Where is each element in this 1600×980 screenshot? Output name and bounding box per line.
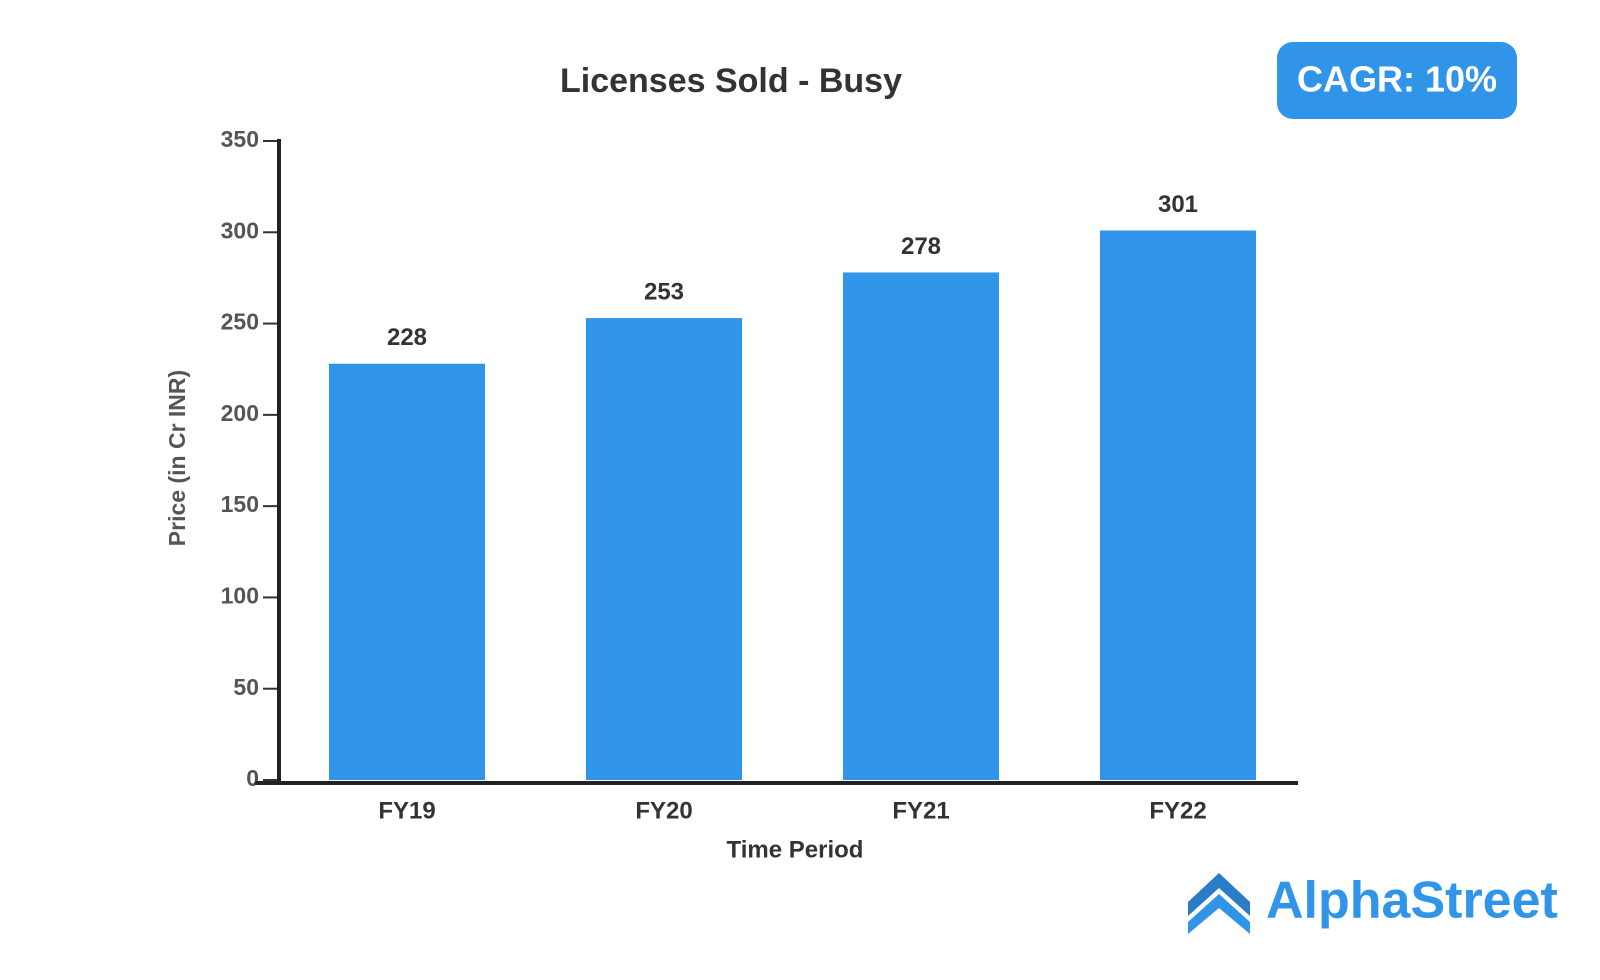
y-tick-label: 350	[221, 126, 259, 152]
logo: AlphaStreet	[1188, 872, 1558, 934]
y-tick-label: 100	[221, 583, 259, 609]
logo-icon	[1188, 873, 1250, 916]
chart-title: Licenses Sold - Busy	[560, 62, 902, 100]
y-tick-label: 0	[246, 765, 259, 791]
bar	[329, 363, 485, 780]
x-tick-label: FY22	[1149, 797, 1206, 824]
logo-text: AlphaStreet	[1266, 872, 1558, 930]
data-label: 278	[901, 233, 941, 260]
x-tick-label: FY21	[892, 797, 949, 824]
data-label: 301	[1158, 191, 1198, 218]
y-tick-label: 300	[221, 217, 259, 243]
bar	[586, 318, 742, 780]
x-tick-label: FY19	[378, 797, 435, 824]
y-tick-label: 250	[221, 309, 259, 335]
cagr-label: CAGR: 10%	[1297, 59, 1497, 100]
cagr-badge	[1277, 42, 1517, 119]
y-tick-label: 150	[221, 491, 259, 517]
data-label: 228	[387, 324, 427, 351]
bar	[843, 272, 999, 780]
y-tick-label: 50	[233, 674, 259, 700]
y-axis-label: Price (in Cr INR)	[164, 370, 190, 546]
x-axis-label: Time Period	[727, 836, 864, 863]
data-label: 253	[644, 278, 684, 305]
logo-icon	[1188, 894, 1250, 934]
bar	[1100, 230, 1256, 780]
x-tick-label: FY20	[635, 797, 692, 824]
y-tick-label: 200	[221, 400, 259, 426]
